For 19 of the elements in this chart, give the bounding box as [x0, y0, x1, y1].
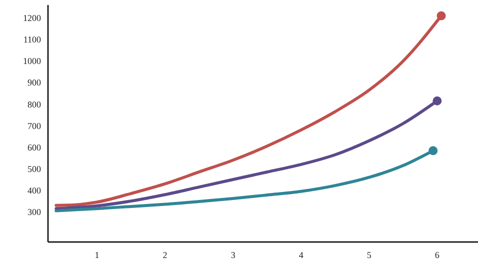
y-tick-label: 600 [28, 142, 42, 152]
point [428, 146, 438, 156]
x-tick-label: 3 [230, 250, 236, 260]
x-tick-label: 1 [94, 250, 100, 260]
x-tick-label: 4 [298, 250, 304, 260]
y-tick-label: 300 [28, 206, 42, 217]
x-tick-label: 5 [366, 250, 372, 260]
point [436, 11, 446, 20]
y-tick-label: 1100 [23, 34, 42, 45]
x-tick-label: 2 [162, 250, 168, 260]
y-tick-label: 400 [28, 185, 42, 196]
x-tick-label: 6 [434, 250, 440, 260]
y-tick-label: 500 [28, 164, 42, 174]
y-tick-label: 1200 [23, 13, 42, 24]
y-tick-label: 900 [28, 78, 42, 88]
y-tick-label: 800 [28, 99, 42, 110]
point [432, 96, 442, 106]
y-tick-label: 700 [28, 120, 42, 131]
y-tick-label: 1000 [23, 56, 42, 66]
